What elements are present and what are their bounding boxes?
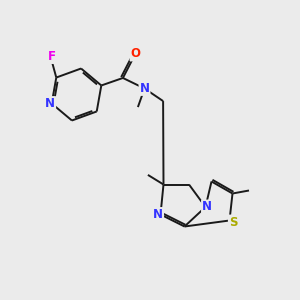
- Text: N: N: [140, 82, 149, 95]
- Text: N: N: [202, 200, 212, 214]
- Text: S: S: [229, 215, 237, 229]
- Text: N: N: [153, 208, 163, 221]
- Text: F: F: [48, 50, 56, 63]
- Text: O: O: [130, 47, 140, 61]
- Text: N: N: [45, 97, 55, 110]
